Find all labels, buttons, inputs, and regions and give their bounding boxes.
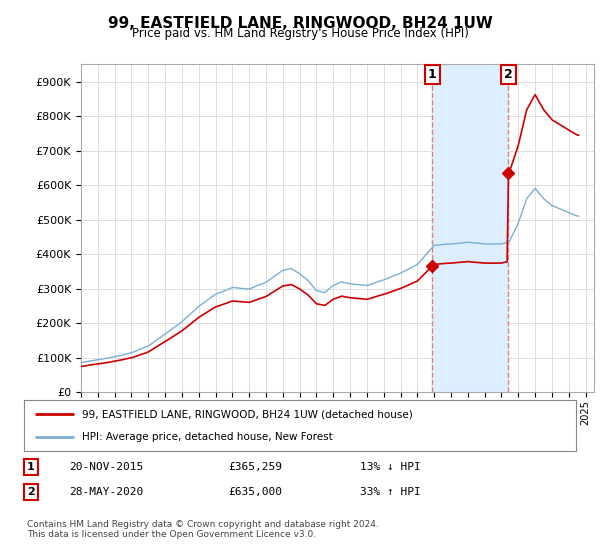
Text: 2: 2: [27, 487, 35, 497]
Text: 33% ↑ HPI: 33% ↑ HPI: [360, 487, 421, 497]
Text: 1: 1: [428, 68, 437, 81]
Text: Contains HM Land Registry data © Crown copyright and database right 2024.
This d: Contains HM Land Registry data © Crown c…: [27, 520, 379, 539]
Text: 99, EASTFIELD LANE, RINGWOOD, BH24 1UW: 99, EASTFIELD LANE, RINGWOOD, BH24 1UW: [107, 16, 493, 31]
Text: £635,000: £635,000: [228, 487, 282, 497]
Text: Price paid vs. HM Land Registry's House Price Index (HPI): Price paid vs. HM Land Registry's House …: [131, 27, 469, 40]
Text: 28-MAY-2020: 28-MAY-2020: [69, 487, 143, 497]
Text: HPI: Average price, detached house, New Forest: HPI: Average price, detached house, New …: [82, 432, 333, 442]
Text: 99, EASTFIELD LANE, RINGWOOD, BH24 1UW (detached house): 99, EASTFIELD LANE, RINGWOOD, BH24 1UW (…: [82, 409, 413, 419]
Text: £365,259: £365,259: [228, 462, 282, 472]
Text: 13% ↓ HPI: 13% ↓ HPI: [360, 462, 421, 472]
Text: 2: 2: [504, 68, 513, 81]
Bar: [433, 64, 508, 392]
Text: 20-NOV-2015: 20-NOV-2015: [69, 462, 143, 472]
Text: 1: 1: [27, 462, 35, 472]
